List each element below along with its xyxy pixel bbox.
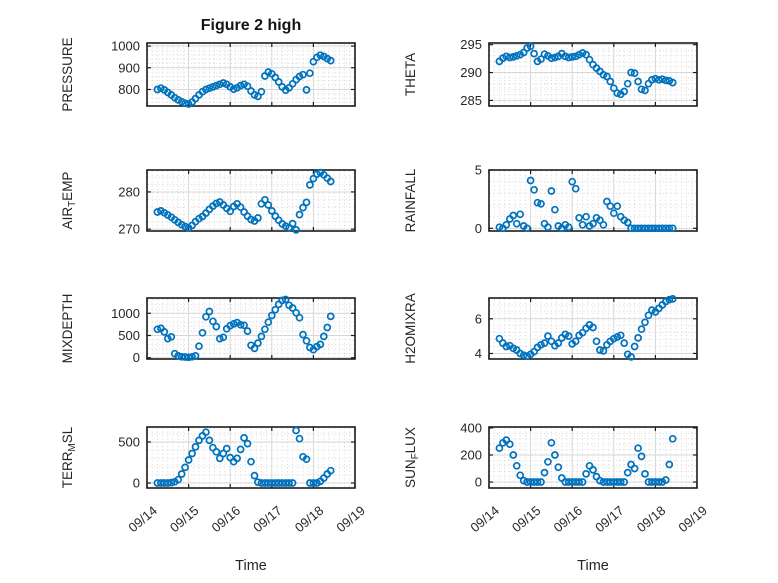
y-axis-label-air-temp: AIRTEMP <box>60 172 78 230</box>
axes-box <box>488 169 698 232</box>
axes-box <box>488 297 698 360</box>
axes-box <box>146 42 356 107</box>
ytick-label: 200 <box>460 447 482 462</box>
major-grid <box>147 170 355 231</box>
major-grid <box>147 43 355 106</box>
xtick-label: 09/15 <box>167 503 202 535</box>
subplot-mixdepth: 0 500 1000 MIXDEPTH <box>60 294 356 365</box>
ytick-label: 0 <box>475 475 482 490</box>
ytick-label: 500 <box>118 435 140 450</box>
subplot-air-temp: 270 280 AIRTEMP <box>60 168 356 237</box>
ytick-label: 800 <box>118 82 140 97</box>
scatter-markers <box>153 295 335 362</box>
y-axis-label-h2omixra: H2OMIXRA <box>403 293 418 364</box>
ytick-label: 1000 <box>111 306 140 321</box>
axes-box <box>146 297 356 360</box>
subplot-h2omixra: 4 6 H2OMIXRA <box>403 293 698 364</box>
xtick-label: 09/16 <box>551 503 586 535</box>
scatter-markers <box>153 168 335 234</box>
minor-grid <box>490 299 696 358</box>
scatter-markers <box>495 295 677 361</box>
subplot-terr-msl: 0 500 TERRMSL 09/14 09/15 09/16 09/17 09/18 09/1… <box>60 426 368 535</box>
subplots-group: 800 900 1000 PRESSURE 285 290 295 THETA 270 280 AI… <box>60 37 710 535</box>
axes-box <box>488 42 698 107</box>
xaxis-label-right: Time <box>577 558 609 574</box>
xaxis-label-left: Time <box>235 558 267 574</box>
ytick-label: 280 <box>118 184 140 199</box>
ytick-label: 5 <box>475 163 482 178</box>
ytick-label: 290 <box>460 65 482 80</box>
xtick-label: 09/17 <box>592 503 627 535</box>
y-axis-label-sun-flux: SUNFLUX <box>403 427 421 488</box>
axes-box <box>488 426 698 489</box>
ytick-label: 6 <box>475 311 482 326</box>
tick-marks <box>146 43 356 106</box>
scatter-markers <box>153 51 335 108</box>
xtick-label: 09/17 <box>250 503 285 535</box>
xtick-label: 09/18 <box>292 503 327 535</box>
tick-marks <box>488 427 698 488</box>
subplot-rainfall: 0 5 RAINFALL <box>403 163 698 236</box>
y-axis-label-theta: THETA <box>403 53 418 96</box>
tick-marks <box>146 427 356 488</box>
scatter-markers <box>495 42 677 99</box>
major-grid <box>489 43 697 106</box>
subplot-theta: 285 290 295 THETA <box>403 37 698 108</box>
xtick-label: 09/19 <box>333 503 368 535</box>
ytick-label: 0 <box>133 475 140 490</box>
scatter-markers <box>495 176 677 233</box>
xtick-label: 09/14 <box>467 503 502 535</box>
subplot-sun-flux: 0 200 400 SUNFLUX 09/14 09/15 09/16 09/17 09/18 0… <box>403 420 710 535</box>
tick-marks <box>488 298 698 359</box>
subplot-pressure: 800 900 1000 PRESSURE <box>60 37 356 112</box>
scatter-markers <box>153 426 335 487</box>
y-axis-label-rainfall: RAINFALL <box>403 168 418 232</box>
ytick-label: 0 <box>475 221 482 236</box>
ytick-label: 295 <box>460 37 482 52</box>
xtick-label: 09/18 <box>634 503 669 535</box>
y-axis-label-pressure: PRESSURE <box>60 37 75 111</box>
tick-marks <box>488 43 698 106</box>
ytick-label: 400 <box>460 420 482 435</box>
axes-box <box>146 426 356 489</box>
xtick-label: 09/14 <box>125 503 160 535</box>
ytick-label: 270 <box>118 222 140 237</box>
xtick-label: 09/19 <box>675 503 710 535</box>
ytick-label: 4 <box>475 346 482 361</box>
ytick-label: 285 <box>460 93 482 108</box>
y-axis-label-terr-msl: TERRMSL <box>60 426 78 488</box>
figure-title: Figure 2 high <box>201 17 301 34</box>
axes-box <box>146 169 356 232</box>
scatter-markers <box>495 434 677 486</box>
xtick-label: 09/15 <box>509 503 544 535</box>
minor-grid <box>148 428 354 487</box>
tick-marks <box>146 170 356 231</box>
tick-marks <box>146 298 356 359</box>
ytick-label: 900 <box>118 60 140 75</box>
ytick-label: 1000 <box>111 39 140 54</box>
ytick-label: 500 <box>118 328 140 343</box>
ytick-label: 0 <box>133 350 140 365</box>
xtick-label: 09/16 <box>209 503 244 535</box>
y-axis-label-mixdepth: MIXDEPTH <box>60 294 75 364</box>
